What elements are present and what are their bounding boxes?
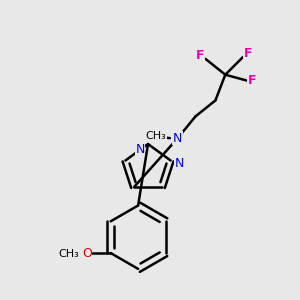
Text: O: O [82, 247, 92, 260]
Text: CH₃: CH₃ [146, 131, 166, 141]
Text: F: F [196, 50, 205, 62]
Text: CH₃: CH₃ [59, 249, 80, 259]
Text: F: F [244, 47, 252, 60]
Text: F: F [248, 74, 256, 87]
Text: N: N [175, 157, 184, 170]
Text: N: N [135, 142, 145, 155]
Text: N: N [173, 132, 182, 145]
